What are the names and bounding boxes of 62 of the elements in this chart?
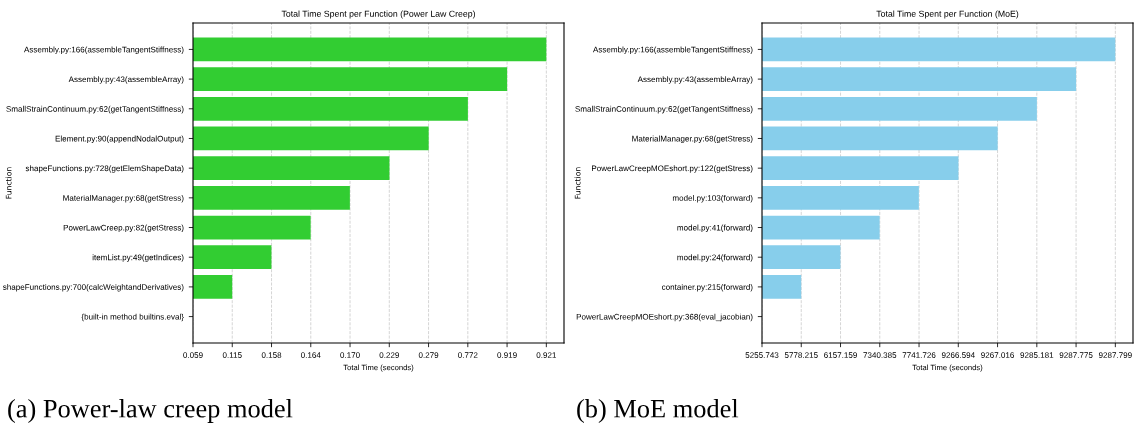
bar bbox=[193, 245, 272, 270]
y-tick-label: PowerLawCreepMOEshort.py:122(getStress) bbox=[592, 165, 753, 173]
y-tick-label: model.py:41(forward) bbox=[677, 224, 753, 233]
bar bbox=[762, 185, 919, 210]
bar bbox=[193, 67, 508, 91]
y-tick-label: itemList.py:49(getIndices) bbox=[92, 254, 184, 262]
chart-title: Total Time Spent per Function (MoE) bbox=[876, 10, 1019, 19]
bar bbox=[193, 37, 547, 62]
bar bbox=[762, 67, 1077, 91]
text: 0.115 bbox=[222, 352, 242, 358]
y-tick-label: Assembly.py:43(assembleArray) bbox=[637, 76, 753, 84]
bar bbox=[762, 275, 802, 299]
y-tick-label: Assembly.py:166(assembleTangentStiffness) bbox=[593, 46, 753, 55]
text: 0.170 bbox=[340, 352, 360, 358]
text: 5255.743 bbox=[745, 352, 779, 358]
bar bbox=[193, 96, 468, 121]
bar bbox=[762, 215, 880, 240]
y-tick-label: MaterialManager.py:68(getStress) bbox=[63, 194, 184, 203]
bar bbox=[762, 156, 959, 181]
text: 9285.181 bbox=[1020, 352, 1054, 358]
bar bbox=[762, 126, 998, 151]
y-tick-label: Element.py:90(appendNodalOutput) bbox=[55, 135, 184, 144]
y-tick-label: PowerLawCreepMOEshort.py:368(eval_jacobian) bbox=[576, 313, 753, 322]
y-tick-label: container.py:215(forward) bbox=[661, 283, 753, 292]
text: 0.059 bbox=[183, 352, 203, 358]
text: 9267.016 bbox=[981, 352, 1014, 358]
text: (a) Power-law creep model bbox=[8, 399, 293, 423]
bar bbox=[762, 96, 1037, 121]
text: (b) MoE model bbox=[577, 399, 739, 423]
bar bbox=[193, 215, 311, 240]
text: 5778.215 bbox=[784, 352, 818, 358]
text: 9287.799 bbox=[1098, 352, 1132, 358]
text: 6157.159 bbox=[824, 352, 857, 358]
text: 7340.385 bbox=[863, 352, 897, 358]
y-tick-label: shapeFunctions.py:700(calcWeightandDerivatives) bbox=[3, 283, 184, 292]
y-tick-label: Assembly.py:166(assembleTangentStiffness) bbox=[24, 46, 184, 55]
text: 0.279 bbox=[418, 352, 439, 358]
y-tick-label: model.py:103(forward) bbox=[672, 194, 753, 203]
text: 0.772 bbox=[458, 352, 478, 358]
text: 9266.594 bbox=[941, 352, 975, 358]
bar bbox=[193, 275, 233, 299]
text: 0.921 bbox=[536, 352, 557, 358]
text: 7741.726 bbox=[902, 352, 936, 358]
y-tick-label: PowerLawCreep.py:82(getStress) bbox=[63, 224, 184, 233]
bar bbox=[193, 126, 429, 151]
text: 0.158 bbox=[261, 352, 282, 358]
bar bbox=[193, 156, 390, 181]
y-tick-label: SmallStrainContinuum.py:62(getTangentStiffness) bbox=[6, 105, 184, 114]
y-tick-label: Assembly.py:43(assembleArray) bbox=[68, 76, 184, 84]
bar bbox=[193, 185, 350, 210]
y-tick-label: shapeFunctions.py:728(getElemShapeData) bbox=[25, 165, 184, 173]
chart-title: Total Time Spent per Function (Power Law Creep) bbox=[281, 10, 475, 19]
bar bbox=[762, 37, 1116, 62]
y-tick-label: MaterialManager.py:68(getStress) bbox=[632, 135, 753, 144]
bar bbox=[762, 245, 841, 270]
y-tick-label: {built-in method builtins.eval} bbox=[81, 313, 184, 322]
text: 0.919 bbox=[497, 352, 517, 358]
y-tick-label: SmallStrainContinuum.py:62(getTangentStiffness) bbox=[575, 105, 753, 114]
text: 9287.775 bbox=[1059, 352, 1093, 358]
text: 0.164 bbox=[301, 352, 321, 358]
y-tick-label: model.py:24(forward) bbox=[677, 254, 753, 262]
text: 0.229 bbox=[379, 352, 399, 358]
